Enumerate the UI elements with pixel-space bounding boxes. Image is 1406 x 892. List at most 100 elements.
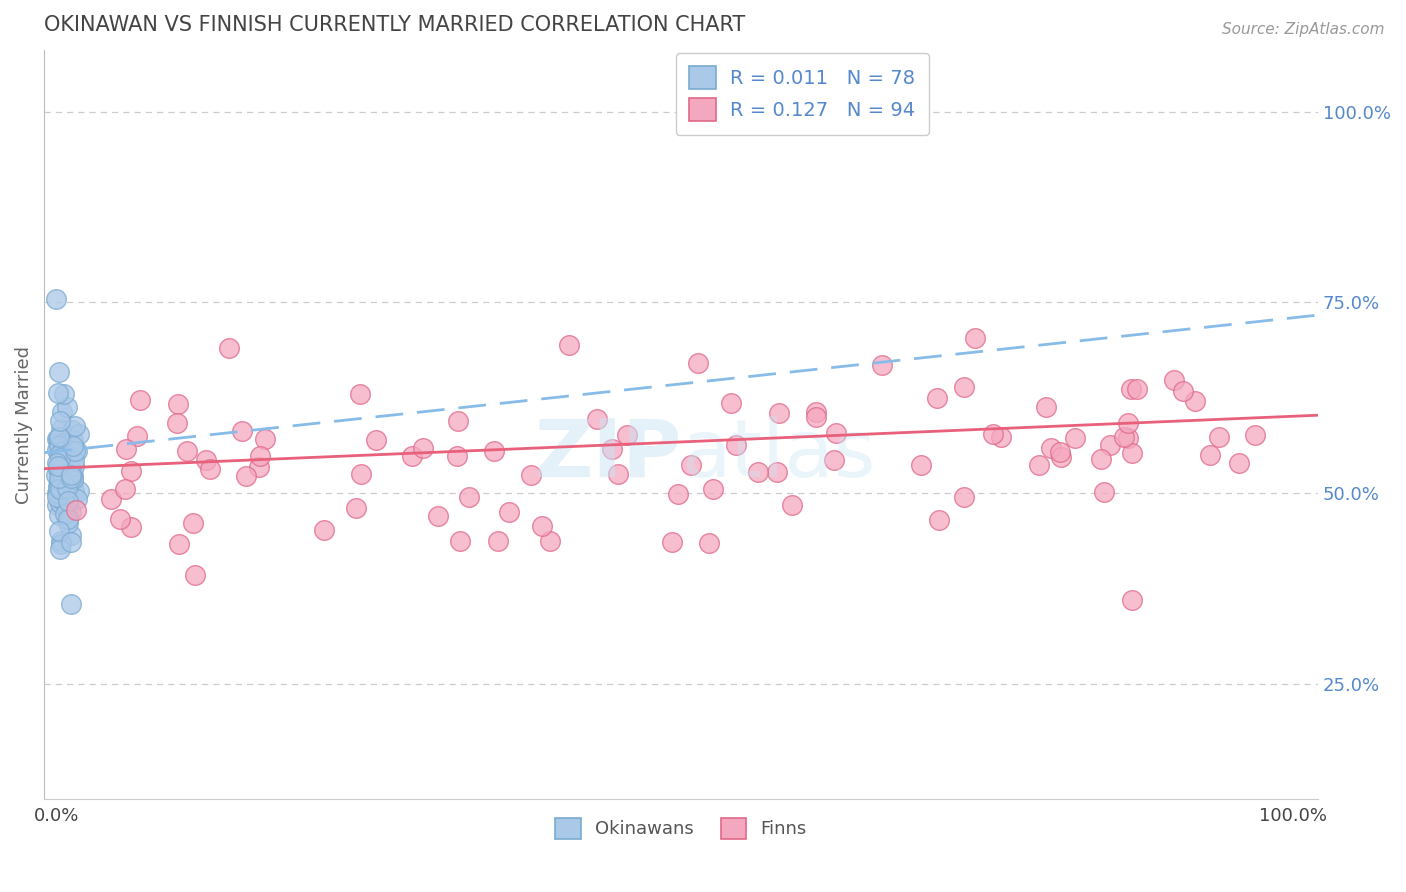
Point	[46, 485, 69, 500]
Point	[1114, 430, 1136, 444]
Point	[1121, 593, 1143, 607]
Point	[702, 483, 724, 497]
Point	[63, 458, 86, 473]
Point	[1090, 452, 1112, 467]
Point	[55, 472, 77, 486]
Point	[59, 535, 82, 549]
Point	[724, 438, 747, 452]
Point	[1119, 382, 1142, 396]
Point	[349, 387, 371, 401]
Point	[1098, 438, 1121, 452]
Point	[1126, 382, 1149, 396]
Point	[1171, 384, 1194, 398]
Text: OKINAWAN VS FINNISH CURRENTLY MARRIED CORRELATION CHART: OKINAWAN VS FINNISH CURRENTLY MARRIED CO…	[44, 15, 745, 35]
Point	[49, 541, 72, 556]
Point	[58, 516, 80, 530]
Point	[65, 419, 87, 434]
Point	[48, 450, 70, 465]
Point	[46, 482, 69, 496]
Point	[531, 519, 554, 533]
Point	[52, 472, 75, 486]
Point	[65, 503, 87, 517]
Point	[59, 528, 82, 542]
Point	[53, 487, 76, 501]
Point	[910, 458, 932, 473]
Point	[697, 535, 720, 549]
Point	[48, 524, 70, 538]
Point	[747, 465, 769, 479]
Point	[498, 505, 520, 519]
Point	[870, 358, 893, 372]
Text: Source: ZipAtlas.com: Source: ZipAtlas.com	[1222, 22, 1385, 37]
Point	[120, 520, 142, 534]
Point	[600, 442, 623, 456]
Point	[46, 386, 69, 401]
Point	[48, 475, 70, 489]
Point	[344, 500, 367, 515]
Point	[1184, 394, 1206, 409]
Point	[1208, 430, 1230, 444]
Point	[1035, 400, 1057, 414]
Point	[1116, 416, 1139, 430]
Point	[51, 536, 73, 550]
Point	[458, 491, 481, 505]
Point	[806, 405, 828, 419]
Point	[45, 499, 67, 513]
Point	[48, 477, 70, 491]
Point	[679, 458, 702, 472]
Point	[67, 426, 90, 441]
Point	[49, 534, 72, 549]
Point	[412, 441, 434, 455]
Point	[108, 512, 131, 526]
Point	[1163, 373, 1185, 387]
Point	[46, 458, 69, 473]
Point	[56, 400, 79, 414]
Point	[181, 516, 204, 530]
Point	[253, 432, 276, 446]
Point	[198, 461, 221, 475]
Point	[45, 292, 67, 306]
Legend: Okinawans, Finns: Okinawans, Finns	[548, 811, 814, 846]
Point	[51, 476, 73, 491]
Point	[100, 492, 122, 507]
Point	[1227, 456, 1250, 470]
Point	[990, 430, 1012, 444]
Point	[52, 435, 75, 450]
Point	[62, 467, 84, 482]
Point	[235, 468, 257, 483]
Point	[586, 411, 609, 425]
Point	[46, 432, 69, 446]
Point	[484, 443, 506, 458]
Point	[176, 444, 198, 458]
Point	[606, 467, 628, 482]
Point	[46, 456, 69, 470]
Point	[52, 387, 75, 401]
Point	[661, 535, 683, 549]
Point	[45, 432, 67, 446]
Point	[249, 449, 271, 463]
Point	[128, 392, 150, 407]
Point	[62, 433, 84, 447]
Point	[312, 524, 335, 538]
Point	[67, 483, 90, 498]
Point	[49, 439, 72, 453]
Point	[58, 511, 80, 525]
Point	[963, 330, 986, 344]
Point	[1040, 441, 1063, 455]
Point	[1050, 450, 1073, 464]
Point	[66, 491, 89, 506]
Point	[49, 463, 72, 477]
Point	[49, 496, 72, 510]
Point	[195, 452, 218, 467]
Point	[804, 410, 827, 425]
Point	[1244, 427, 1267, 442]
Point	[231, 424, 253, 438]
Text: atlas: atlas	[681, 416, 876, 493]
Text: ZIP: ZIP	[534, 416, 681, 493]
Point	[48, 439, 70, 453]
Point	[62, 474, 84, 488]
Point	[927, 391, 949, 405]
Point	[616, 427, 638, 442]
Point	[51, 447, 73, 461]
Point	[49, 414, 72, 428]
